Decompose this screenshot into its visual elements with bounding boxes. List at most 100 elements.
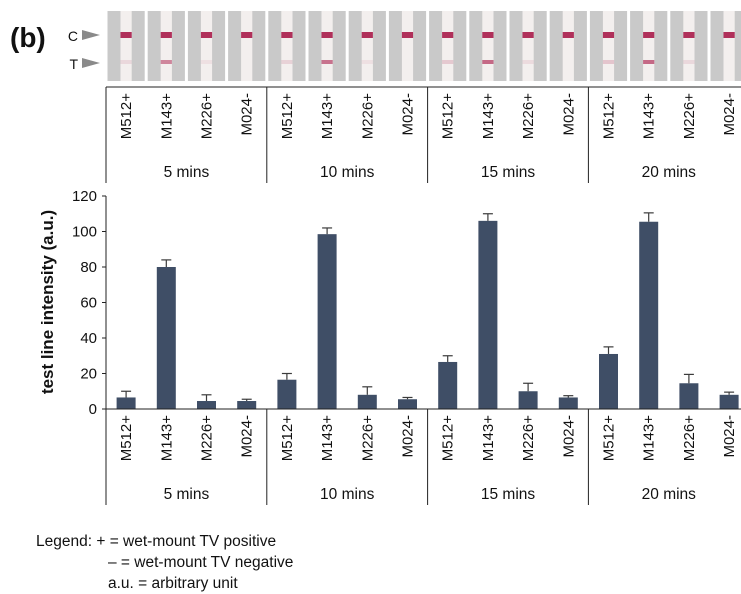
test-strip [107, 11, 145, 81]
bar [357, 394, 377, 409]
sample-label: M024- [400, 415, 417, 458]
legend-line-3: a.u. = arbitrary unit [108, 575, 238, 592]
y-tick-label: 120 [72, 188, 97, 205]
sample-label: M512+ [279, 415, 296, 462]
test-line [683, 60, 695, 64]
strip-membrane [522, 11, 534, 81]
strip-membrane [200, 11, 213, 81]
strip-membrane [160, 11, 172, 81]
test-strip [187, 11, 226, 81]
control-line [442, 32, 454, 38]
sample-label: M226+ [199, 415, 216, 462]
strip-membrane [361, 11, 373, 81]
test-line [602, 60, 615, 64]
control-line [401, 32, 414, 38]
sample-label: M024- [239, 93, 256, 136]
sample-label: M143+ [480, 93, 497, 140]
test-strip [670, 11, 708, 81]
group-label: 10 mins [320, 164, 375, 181]
control-line [723, 32, 735, 38]
sample-label: M143+ [641, 93, 658, 140]
strip-membrane [120, 11, 132, 81]
sample-label: M512+ [440, 415, 457, 462]
test-strip [549, 11, 587, 81]
control-line [321, 32, 333, 38]
y-tick-label: 80 [80, 259, 97, 276]
test-line [120, 60, 132, 64]
sample-label: M024- [239, 415, 256, 458]
y-tick-label: 100 [72, 224, 97, 241]
y-axis-label: test line intensity (a.u.) [38, 210, 57, 394]
control-line [643, 32, 655, 38]
sample-label: M226+ [359, 415, 376, 462]
control-line [200, 32, 213, 38]
bar [599, 353, 618, 409]
bar [478, 220, 498, 409]
bar [197, 401, 216, 409]
sample-label: M226+ [520, 93, 537, 140]
legend-line-1: Legend: + = wet-mount TV positive [36, 533, 277, 550]
line-markers: C T [68, 28, 100, 72]
test-line [482, 60, 494, 64]
test-strip [710, 11, 741, 81]
group-label: 15 mins [481, 486, 536, 503]
sample-label: M143+ [158, 415, 175, 462]
sample-label: M143+ [319, 93, 336, 140]
test-line [160, 60, 172, 64]
y-tick-label: 40 [80, 330, 97, 347]
control-line [281, 32, 293, 38]
strip-membrane [562, 11, 574, 81]
control-line [522, 32, 534, 38]
bar [518, 391, 538, 409]
strip-membrane [401, 11, 414, 81]
bar [558, 397, 578, 409]
sample-label: M143+ [158, 93, 175, 140]
sample-label: M024- [560, 415, 577, 458]
strip-membrane [723, 11, 735, 81]
test-strip [308, 11, 346, 81]
group-label: 5 mins [164, 164, 210, 181]
control-line [160, 32, 172, 38]
group-label: 10 mins [320, 486, 375, 503]
strip-membrane [643, 11, 655, 81]
bar-chart: 0 20 40 60 80 100 120 M512+ M143+ M226+ M024- 5 min… [72, 188, 741, 505]
strip-membrane [321, 11, 333, 81]
test-strip [630, 11, 668, 81]
figure: C T M512+ M143+ M226+ M024- 5 mins M512+ M143+… [38, 11, 741, 505]
sample-label: M512+ [118, 415, 135, 462]
bar [317, 234, 337, 409]
y-tick-label: 0 [89, 401, 97, 418]
test-strip [509, 11, 547, 81]
group-label: 20 mins [642, 486, 697, 503]
sample-label: M226+ [681, 93, 698, 140]
test-line [522, 60, 534, 64]
test-strip [429, 11, 467, 81]
control-line [602, 32, 615, 38]
bar [156, 267, 176, 409]
y-tick-label: 20 [80, 366, 97, 383]
sample-label: M512+ [601, 93, 618, 140]
test-strip [268, 11, 306, 81]
sample-label: M024- [560, 93, 577, 136]
group-label: 5 mins [164, 486, 210, 503]
sample-label: M512+ [440, 93, 457, 140]
bar [719, 394, 739, 409]
bar [639, 221, 659, 409]
control-line [361, 32, 373, 38]
test-line [442, 60, 454, 64]
control-line [241, 32, 253, 38]
bar [237, 401, 257, 409]
c-arrow-icon [82, 30, 100, 40]
strip-labels-axis: M512+ M143+ M226+ M024- 5 mins M512+ M143+ M226… [105, 86, 741, 183]
sample-label: M024- [400, 93, 417, 136]
control-line [562, 32, 574, 38]
sample-label: M024- [721, 415, 738, 458]
strip-membrane [482, 11, 494, 81]
sample-label: M024- [721, 93, 738, 136]
test-line [281, 60, 293, 64]
control-line [120, 32, 132, 38]
test-strip [388, 11, 427, 81]
sample-label: M143+ [319, 415, 336, 462]
bar [277, 379, 297, 409]
control-line [683, 32, 695, 38]
